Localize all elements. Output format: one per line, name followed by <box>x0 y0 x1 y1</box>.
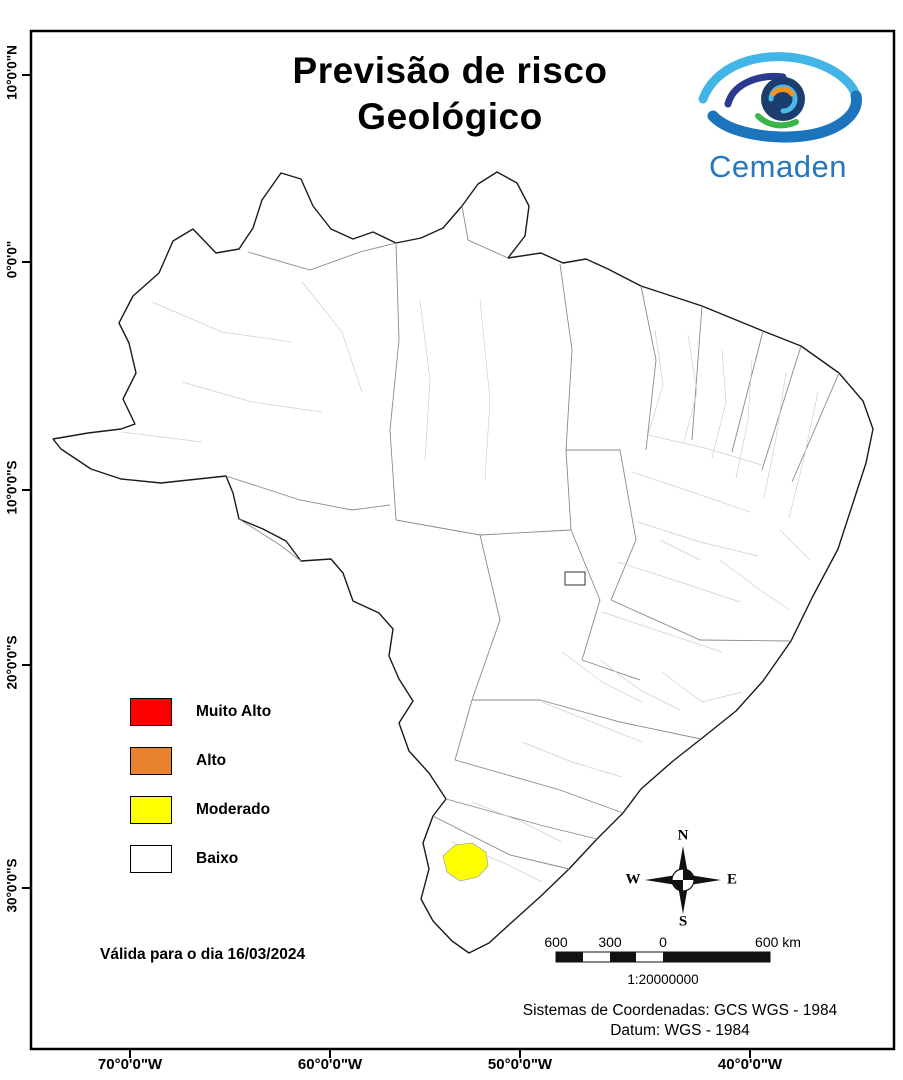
legend-swatch-muito-alto <box>130 698 172 726</box>
lon-label-50w: 50°0'0"W <box>487 1056 553 1073</box>
moderado-risk-region <box>442 842 489 882</box>
municipality-boundaries <box>121 281 819 883</box>
lat-label-30s: 30°0'0"S <box>4 858 20 913</box>
latitude-ticks <box>22 74 31 889</box>
scale-ratio: 1:20000000 <box>627 972 699 987</box>
lat-label-20s: 20°0'0"S <box>4 635 20 690</box>
cemaden-logo-text: Cemaden <box>709 149 847 184</box>
scale-label-600-left: 600 <box>544 934 568 950</box>
legend-label-alto: Alto <box>196 752 227 769</box>
scale-label-600km: 600 km <box>755 934 801 950</box>
legend-label-moderado: Moderado <box>196 801 271 818</box>
legend-label-muito-alto: Muito Alto <box>196 703 272 720</box>
state-boundaries <box>225 205 840 870</box>
scale-bar <box>555 951 771 963</box>
map-frame <box>29 29 896 1051</box>
scale-label-300: 300 <box>598 934 622 950</box>
cemaden-logo-icon <box>698 52 862 143</box>
longitude-ticks <box>129 1049 751 1058</box>
valid-date-text: Válida para o dia 16/03/2024 <box>100 946 306 963</box>
legend-label-baixo: Baixo <box>196 850 239 867</box>
legend-swatch-baixo <box>130 845 172 873</box>
risk-legend: Muito Alto Alto Moderado Baixo <box>130 698 271 873</box>
compass-east-label: E <box>726 871 738 888</box>
lat-label-0: 0°0'0" <box>4 240 20 279</box>
distrito-federal <box>564 571 586 586</box>
title-line-1: Previsão de risco <box>292 50 608 91</box>
lon-label-60w: 60°0'0"W <box>297 1056 363 1073</box>
cemaden-logo: Cemaden <box>688 44 868 185</box>
lat-label-10s: 10°0'0"S <box>4 460 20 515</box>
compass-rose <box>645 846 721 914</box>
page-title: Previsão de risco Geológico <box>150 48 750 141</box>
legend-swatch-alto <box>130 747 172 775</box>
brazil-outline <box>52 171 874 954</box>
legend-item-moderado: Moderado <box>130 796 271 824</box>
compass-north-label: N <box>677 827 689 844</box>
datum-text: Datum: WGS - 1984 <box>610 1022 750 1039</box>
compass-west-label: W <box>625 871 641 888</box>
lat-label-10n: 10°0'0"N <box>4 45 20 100</box>
scale-label-0: 0 <box>659 934 667 950</box>
compass-south-label: S <box>678 913 688 930</box>
title-line-2: Geológico <box>357 96 543 138</box>
coordinate-system-text: Sistemas de Coordenadas: GCS WGS - 1984 <box>522 1002 838 1019</box>
legend-item-baixo: Baixo <box>130 845 271 873</box>
legend-item-alto: Alto <box>130 747 271 775</box>
lon-label-40w: 40°0'0"W <box>717 1056 783 1073</box>
legend-item-muito-alto: Muito Alto <box>130 698 271 726</box>
lon-label-70w: 70°0'0"W <box>97 1056 163 1073</box>
legend-swatch-moderado <box>130 796 172 824</box>
